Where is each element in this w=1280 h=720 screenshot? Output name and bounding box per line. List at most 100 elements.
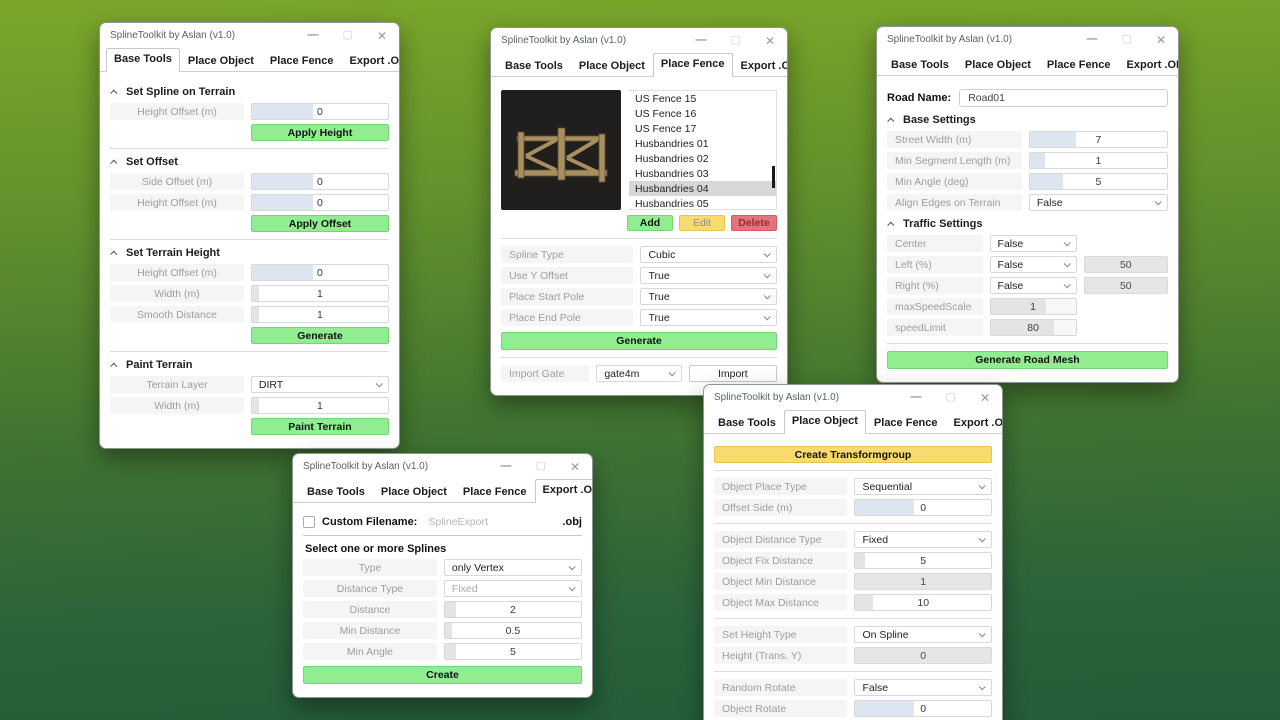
set-height-type-dropdown[interactable]: On Spline bbox=[854, 626, 992, 643]
object-rotate-field[interactable]: 0 bbox=[854, 700, 992, 717]
tab-place-object[interactable]: Place Object bbox=[964, 59, 1031, 71]
filename-input[interactable]: SplineExport bbox=[428, 516, 488, 528]
road-name-input[interactable]: Road01 bbox=[959, 89, 1168, 107]
height-offset-field[interactable]: 0 bbox=[250, 194, 389, 211]
section-set-terrain-height[interactable]: Set Terrain Height bbox=[110, 247, 389, 259]
tab-base-tools[interactable]: Base Tools bbox=[505, 60, 563, 72]
edit-button[interactable]: Edit bbox=[679, 215, 725, 231]
tab-place-object[interactable]: Place Object bbox=[187, 55, 254, 67]
minimize-icon[interactable]: — bbox=[500, 460, 512, 472]
section-base-settings[interactable]: Base Settings bbox=[887, 114, 1168, 126]
create-transformgroup-button[interactable]: Create Transformgroup bbox=[714, 446, 992, 463]
apply-offset-button[interactable]: Apply Offset bbox=[250, 215, 389, 232]
height-offset-field[interactable]: 0 bbox=[250, 264, 389, 281]
titlebar[interactable]: SplineToolkit by Aslan (v1.0) — ▢ ✕ bbox=[704, 385, 1002, 410]
min-segment-length-field[interactable]: 1 bbox=[1028, 152, 1168, 169]
minimize-icon[interactable]: — bbox=[1086, 33, 1098, 45]
custom-filename-checkbox[interactable] bbox=[303, 516, 315, 528]
list-item[interactable]: Husbandries 05 bbox=[635, 197, 709, 210]
list-item[interactable]: US Fence 17 bbox=[635, 122, 697, 135]
close-icon[interactable]: ✕ bbox=[979, 390, 990, 405]
maximize-icon[interactable]: ▢ bbox=[342, 29, 353, 41]
list-item[interactable]: US Fence 16 bbox=[635, 107, 697, 120]
generate-road-mesh-button[interactable]: Generate Road Mesh bbox=[887, 351, 1168, 369]
delete-button[interactable]: Delete bbox=[731, 215, 777, 231]
center-dropdown[interactable]: False bbox=[989, 235, 1077, 252]
list-item[interactable]: Husbandries 01 bbox=[635, 137, 709, 150]
distance-type-dropdown[interactable]: Fixed bbox=[443, 580, 582, 597]
section-set-spline-on-terrain[interactable]: Set Spline on Terrain bbox=[110, 86, 389, 98]
minimize-icon[interactable]: — bbox=[307, 29, 319, 41]
street-width-field[interactable]: 7 bbox=[1028, 131, 1168, 148]
titlebar[interactable]: SplineToolkit by Aslan (v1.0) — ▢ ✕ bbox=[491, 28, 787, 53]
minimize-icon[interactable]: — bbox=[695, 34, 707, 46]
section-traffic-settings[interactable]: Traffic Settings bbox=[887, 218, 1168, 230]
tab-place-object[interactable]: Place Object bbox=[783, 410, 866, 434]
maximize-icon[interactable]: ▢ bbox=[1121, 33, 1132, 45]
tab-base-tools[interactable]: Base Tools bbox=[307, 486, 365, 498]
max-speed-scale-field[interactable]: 1 bbox=[989, 298, 1077, 315]
width-field[interactable]: 1 bbox=[250, 397, 389, 414]
height-trans-y-field[interactable]: 0 bbox=[854, 647, 992, 664]
right-percent-field[interactable]: 50 bbox=[1083, 277, 1168, 294]
tab-place-fence[interactable]: Place Fence bbox=[873, 417, 938, 429]
tab-place-object[interactable]: Place Object bbox=[578, 60, 645, 72]
terrain-layer-dropdown[interactable]: DIRT bbox=[250, 376, 389, 393]
import-gate-dropdown[interactable]: gate4m bbox=[596, 365, 682, 382]
place-end-pole-dropdown[interactable]: True bbox=[640, 309, 777, 326]
right-percent-dropdown[interactable]: False bbox=[989, 277, 1077, 294]
titlebar[interactable]: SplineToolkit by Aslan (v1.0) — ▢ ✕ bbox=[877, 27, 1178, 52]
tab-place-object[interactable]: Place Object bbox=[380, 486, 447, 498]
object-distance-type-dropdown[interactable]: Fixed bbox=[854, 531, 992, 548]
width-field[interactable]: 1 bbox=[250, 285, 389, 302]
tab-place-fence[interactable]: Place Fence bbox=[462, 486, 527, 498]
object-min-distance-field[interactable]: 1 bbox=[854, 573, 992, 590]
list-item-selected[interactable]: Husbandries 04 bbox=[629, 181, 776, 196]
list-item[interactable]: US Fence 15 bbox=[635, 92, 697, 105]
tab-export-obj[interactable]: Export .OBJ bbox=[740, 60, 787, 72]
spline-type-dropdown[interactable]: Cubic bbox=[640, 246, 777, 263]
section-paint-terrain[interactable]: Paint Terrain bbox=[110, 359, 389, 371]
titlebar[interactable]: SplineToolkit by Aslan (v1.0) — ▢ ✕ bbox=[100, 23, 399, 48]
close-icon[interactable]: ✕ bbox=[376, 28, 387, 43]
titlebar[interactable]: SplineToolkit by Aslan (v1.0) — ▢ ✕ bbox=[293, 454, 592, 479]
object-place-type-dropdown[interactable]: Sequential bbox=[854, 478, 992, 495]
random-rotate-dropdown[interactable]: False bbox=[854, 679, 992, 696]
close-icon[interactable]: ✕ bbox=[764, 33, 775, 48]
tab-place-fence[interactable]: Place Fence bbox=[269, 55, 334, 67]
tab-export-obj[interactable]: Export .OBJ bbox=[534, 479, 592, 503]
maximize-icon[interactable]: ▢ bbox=[945, 391, 956, 403]
tab-export-obj[interactable]: Export .OBJ bbox=[349, 55, 400, 67]
height-offset-field[interactable]: 0 bbox=[250, 103, 389, 120]
maximize-icon[interactable]: ▢ bbox=[535, 460, 546, 472]
tab-place-fence[interactable]: Place Fence bbox=[652, 53, 733, 77]
type-dropdown[interactable]: only Vertex bbox=[443, 559, 582, 576]
object-max-distance-field[interactable]: 10 bbox=[854, 594, 992, 611]
add-button[interactable]: Add bbox=[627, 215, 673, 231]
scrollbar-thumb[interactable] bbox=[772, 166, 775, 188]
list-item[interactable]: Husbandries 03 bbox=[635, 167, 709, 180]
min-distance-field[interactable]: 0.5 bbox=[443, 622, 582, 639]
import-button[interactable]: Import bbox=[688, 365, 777, 382]
use-y-offset-dropdown[interactable]: True bbox=[640, 267, 777, 284]
tab-base-tools[interactable]: Base Tools bbox=[891, 59, 949, 71]
left-percent-dropdown[interactable]: False bbox=[989, 256, 1077, 273]
smooth-distance-field[interactable]: 1 bbox=[250, 306, 389, 323]
minimize-icon[interactable]: — bbox=[910, 391, 922, 403]
apply-height-button[interactable]: Apply Height bbox=[250, 124, 389, 141]
place-start-pole-dropdown[interactable]: True bbox=[640, 288, 777, 305]
maximize-icon[interactable]: ▢ bbox=[730, 34, 741, 46]
tab-export-obj[interactable]: Export .OBJ bbox=[1126, 59, 1178, 71]
distance-field[interactable]: 2 bbox=[443, 601, 582, 618]
min-angle-field[interactable]: 5 bbox=[1028, 173, 1168, 190]
create-button[interactable]: Create bbox=[303, 666, 582, 684]
object-fix-distance-field[interactable]: 5 bbox=[854, 552, 992, 569]
list-item[interactable]: Husbandries 02 bbox=[635, 152, 709, 165]
tab-place-fence[interactable]: Place Fence bbox=[1046, 59, 1111, 71]
offset-side-field[interactable]: 0 bbox=[854, 499, 992, 516]
close-icon[interactable]: ✕ bbox=[1155, 32, 1166, 47]
tab-export-obj[interactable]: Export .OBJ bbox=[953, 417, 1003, 429]
left-percent-field[interactable]: 50 bbox=[1083, 256, 1168, 273]
section-set-offset[interactable]: Set Offset bbox=[110, 156, 389, 168]
tab-base-tools[interactable]: Base Tools bbox=[718, 417, 776, 429]
